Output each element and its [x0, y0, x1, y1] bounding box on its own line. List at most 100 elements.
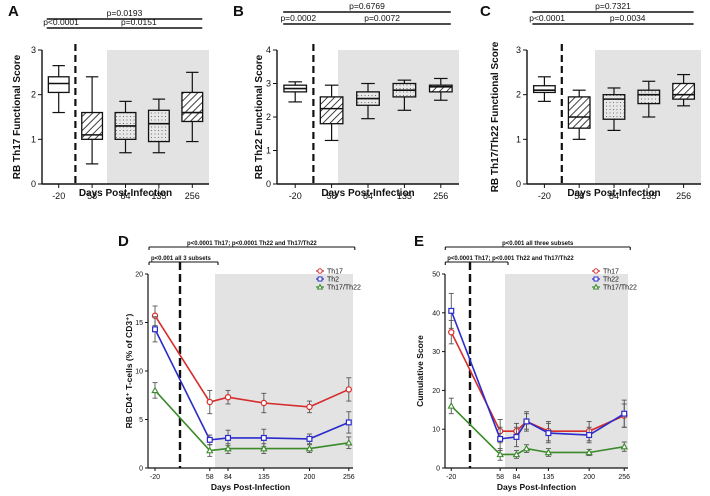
x-axis-title: Days Post-Infection — [321, 188, 414, 199]
y-tick-label: 20 — [135, 272, 143, 279]
y-tick-label: 1 — [266, 146, 271, 156]
p-value-label: p<0.001 all 3 subsets — [151, 256, 212, 262]
y-axis-title: Cumulative Score — [415, 335, 425, 407]
x-tick-label: 84 — [609, 191, 619, 201]
y-tick-label: 0 — [31, 179, 36, 189]
p-value-label: p=0.0193 — [107, 8, 143, 18]
data-point — [306, 403, 313, 411]
data-point — [225, 434, 232, 441]
data-point — [523, 418, 530, 425]
legend-label: Th17 — [327, 268, 343, 275]
legend-label: Th17/Th22 — [327, 284, 361, 291]
data-point — [497, 435, 504, 442]
x-tick-label: -20 — [446, 474, 456, 481]
data-point — [206, 398, 213, 406]
series-line — [154, 389, 349, 452]
data-point — [496, 450, 504, 458]
shaded-region — [215, 274, 353, 468]
x-tick-label: 135 — [397, 191, 412, 201]
y-tick-label: 3 — [266, 79, 271, 89]
y-tick-label: 3 — [516, 45, 521, 55]
x-tick-label: 135 — [151, 191, 166, 201]
box-iqr — [532, 85, 556, 94]
x-axis-title: Days Post-Infection — [79, 188, 172, 199]
legend-label: Th2 — [327, 276, 339, 283]
x-tick-label: -20 — [538, 191, 551, 201]
data-point — [260, 434, 267, 441]
x-tick-label: 256 — [618, 474, 630, 481]
box-iqr — [181, 91, 204, 123]
y-tick-label: 2 — [266, 112, 271, 122]
series-line — [154, 328, 350, 441]
data-point — [345, 419, 352, 426]
legend-marker — [317, 268, 323, 274]
legend-label: Th22 — [603, 276, 619, 283]
panel-label: B — [233, 3, 244, 20]
x-tick-label: 256 — [185, 191, 200, 201]
p-value-label: p<0.0001 Th17; p<0.001 Th22 and Th17/Th2… — [447, 256, 574, 262]
box-iqr — [319, 96, 344, 125]
series-th17-th22 — [447, 397, 628, 461]
data-point — [513, 433, 520, 440]
x-tick-label: 135 — [641, 191, 656, 201]
x-tick-label: 58 — [206, 474, 214, 481]
data-point — [345, 386, 352, 393]
data-point — [224, 393, 232, 401]
y-tick-label: 50 — [432, 272, 440, 279]
p-value-label: p=0.0072 — [364, 13, 400, 23]
legend-marker — [317, 276, 323, 282]
shaded-region — [505, 274, 628, 468]
shaded-region — [338, 50, 459, 184]
series-th22 — [448, 292, 628, 451]
x-tick-label: 200 — [583, 474, 595, 481]
y-axis-title: RB Th17/Th22 Functional Score — [490, 41, 501, 192]
data-point — [305, 444, 314, 452]
x-tick-label: 256 — [676, 191, 691, 201]
legend-marker — [316, 283, 324, 290]
data-point — [345, 438, 353, 446]
panel-a: A 0 1 2 3 -20 58 84 135 256 p=0.0193 p<0.0001 p=0.01… — [8, 3, 209, 201]
data-point — [586, 432, 593, 439]
y-tick-label: 0 — [436, 466, 440, 473]
panel-label: C — [480, 3, 491, 20]
p-value-label: p=0.7321 — [595, 1, 631, 11]
data-point — [206, 436, 213, 443]
data-point — [522, 444, 531, 452]
data-point — [260, 444, 268, 452]
p-value-label: p<0.0001 — [529, 13, 565, 23]
panel-label: E — [414, 233, 424, 250]
panel-b: B 0 1 2 3 4 -20 58 84 135 256 p=0.6769 p=0.0002 p=0.0… — [233, 1, 459, 201]
x-tick-label: -20 — [150, 474, 160, 481]
data-point — [448, 307, 455, 314]
box-iqr — [672, 82, 696, 100]
x-tick-label: 200 — [304, 474, 316, 481]
y-axis-title: RB Th22 Functional Score — [254, 54, 265, 179]
series-th22 — [152, 316, 352, 448]
y-tick-label: 30 — [432, 349, 440, 356]
y-tick-label: 20 — [432, 388, 440, 395]
legend-label: Th17/Th22 — [603, 284, 637, 291]
box-iqr — [637, 89, 661, 105]
y-tick-label: 0 — [266, 179, 271, 189]
y-tick-label: 1 — [31, 134, 36, 144]
data-point — [512, 450, 521, 458]
x-tick-label: 84 — [363, 191, 373, 201]
panel-e: E 0 10 20 30 40 50 -20 58 84 135 200 256 Th17Th22Th17… — [414, 233, 637, 492]
data-point — [260, 399, 268, 407]
p-value-label: p<0.0001 Th17; p<0.0001 Th22 and Th17/Th… — [187, 241, 317, 247]
box-iqr — [428, 84, 453, 93]
x-tick-label: 58 — [327, 191, 337, 201]
panel-d: D 0 5 10 15 20 -20 58 84 135 200 256 Th17Th2Th17/Th2… — [118, 233, 361, 492]
p-value-label: p=0.6769 — [349, 1, 385, 11]
box-iqr — [567, 96, 591, 129]
x-tick-label: -20 — [52, 191, 65, 201]
legend-marker — [593, 276, 599, 282]
y-tick-label: 5 — [139, 417, 143, 424]
x-tick-label: 256 — [343, 474, 355, 481]
p-value-label: p=0.0002 — [280, 13, 316, 23]
data-point — [224, 444, 232, 452]
